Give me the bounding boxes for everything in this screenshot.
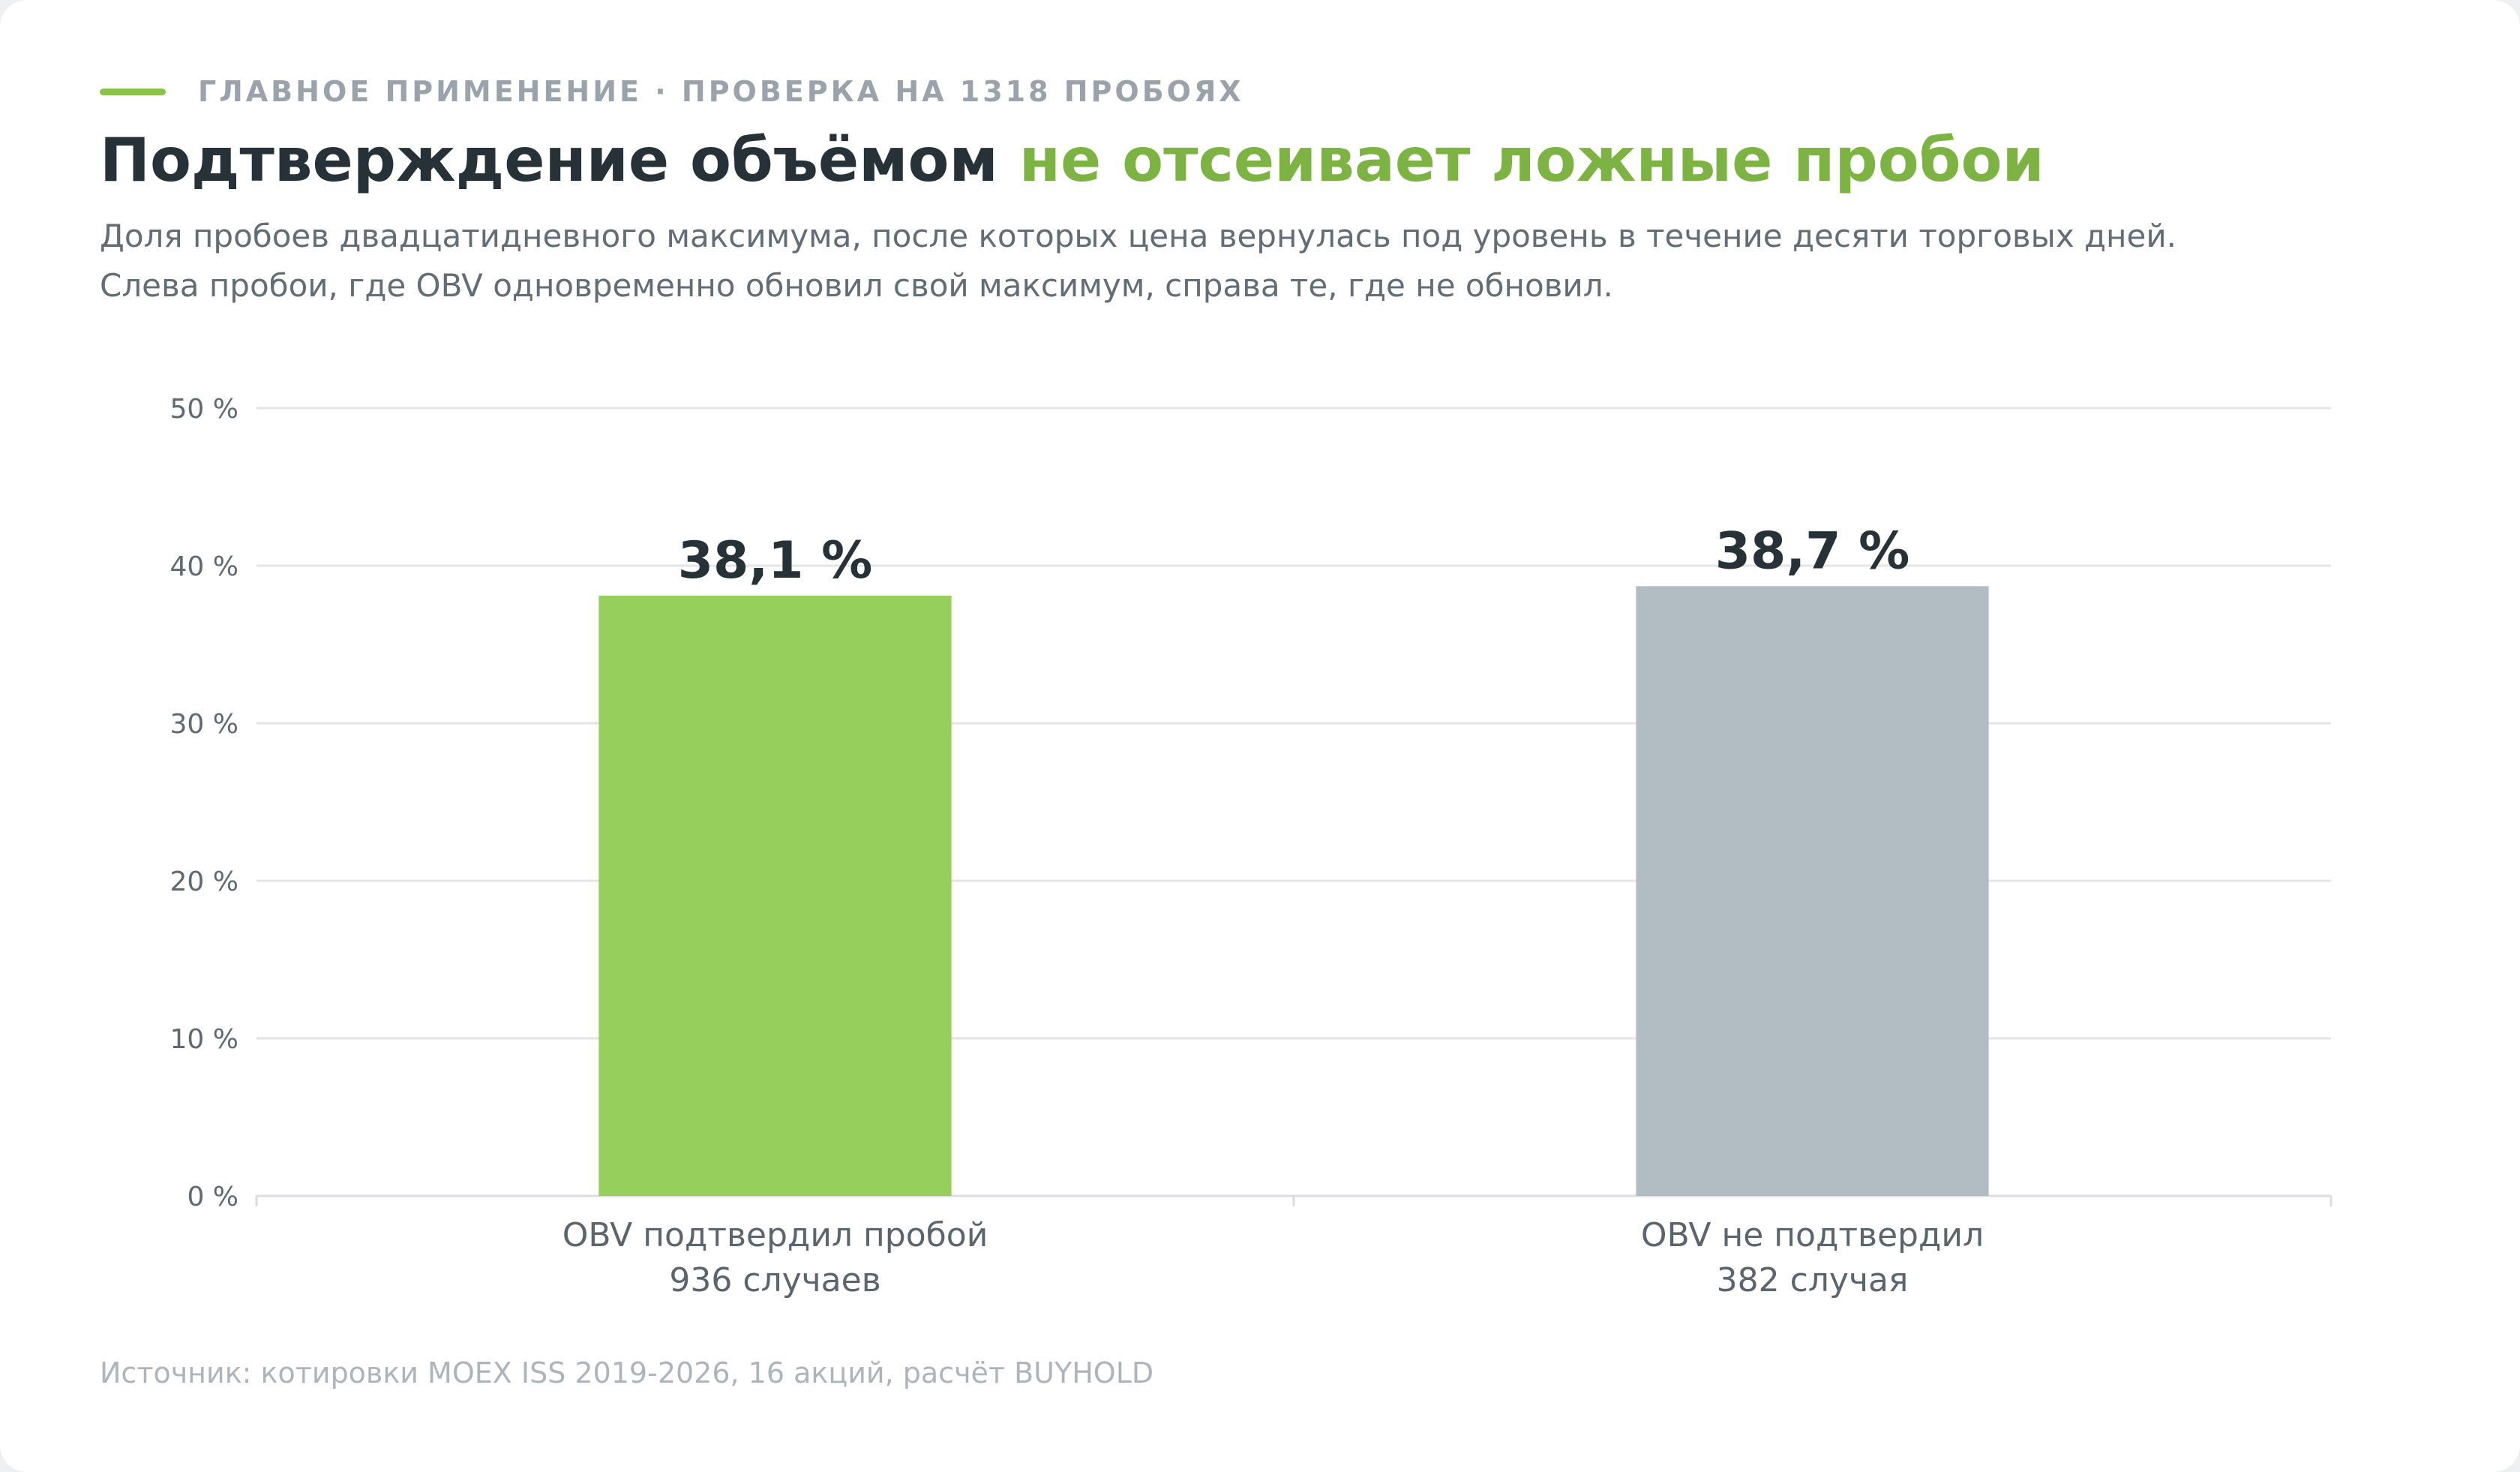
title-main: Подтверждение объёмом (100, 125, 998, 195)
y-tick-label: 30 % (170, 709, 238, 740)
chart-subtitle: Доля пробоев двадцатидневного максимума,… (100, 212, 2176, 311)
bar (598, 595, 952, 1196)
y-tick-label: 0 % (187, 1182, 238, 1212)
title-accent: не отсеивает ложные пробои (1018, 125, 2044, 195)
bar-value-label: 38,7 % (1715, 521, 1910, 581)
chart-title: Подтверждение объёмом не отсеивает ложны… (100, 120, 2044, 201)
eyebrow-text: ГЛАВНОЕ ПРИМЕНЕНИЕ · ПРОВЕРКА НА 1318 ПР… (198, 75, 1244, 108)
y-tick-label: 10 % (170, 1024, 238, 1055)
eyebrow: ГЛАВНОЕ ПРИМЕНЕНИЕ · ПРОВЕРКА НА 1318 ПР… (100, 72, 1244, 111)
y-tick-label: 20 % (170, 867, 238, 897)
eyebrow-accent-line (100, 88, 166, 95)
subtitle-line-2: Слева пробои, где OBV одновременно обнов… (100, 267, 1613, 304)
x-category-count: 382 случая (1717, 1261, 1909, 1299)
x-category-count: 936 случаев (669, 1261, 880, 1299)
bar-value-label: 38,1 % (678, 531, 873, 590)
y-tick-label: 50 % (170, 394, 238, 425)
subtitle-line-1: Доля пробоев двадцатидневного максимума,… (100, 218, 2177, 254)
y-tick-label: 40 % (170, 551, 238, 582)
x-category-label: OBV подтвердил пробой (562, 1216, 988, 1254)
bar (1636, 586, 1989, 1196)
source-note: Источник: котировки MOEX ISS 2019-2026, … (100, 1356, 1154, 1389)
x-category-label: OBV не подтвердил (1641, 1216, 1984, 1254)
